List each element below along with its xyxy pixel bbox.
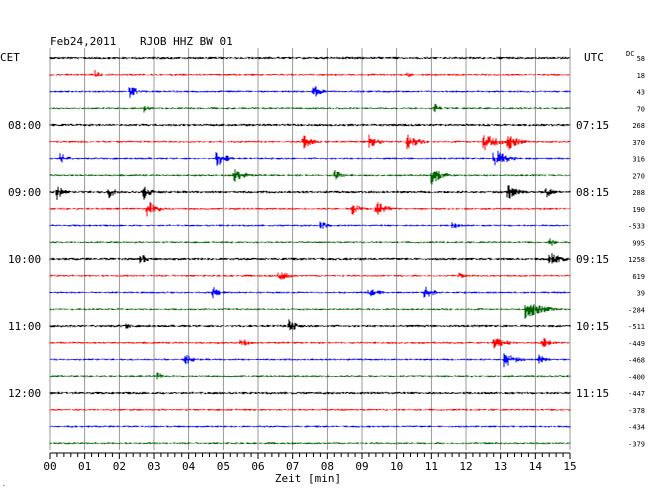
- right-time-label: 11:15: [576, 387, 609, 400]
- right-time-labels: 07:15 08:15 09:15 10:15 11:15: [576, 119, 609, 400]
- trace-row-15: [49, 304, 571, 319]
- x-tick-label: 13: [494, 460, 507, 473]
- right-time-label: 08:15: [576, 186, 609, 199]
- dc-offset-label: -378: [628, 407, 645, 415]
- trace-row-16: [49, 319, 571, 331]
- chart-station: RJOB HHZ BW 01: [140, 35, 233, 48]
- dc-label: DC: [626, 50, 634, 58]
- x-tick-label: 10: [390, 460, 403, 473]
- trace-row-0: [49, 56, 571, 60]
- right-time-label: 09:15: [576, 253, 609, 266]
- x-tick-label: 11: [425, 460, 438, 473]
- trace-row-2: [49, 86, 571, 98]
- trace-row-19: [49, 372, 571, 380]
- dc-offset-label: 370: [632, 139, 645, 147]
- trace-row-20: [49, 391, 571, 395]
- trace-row-9: [49, 202, 571, 217]
- trace-row-14: [49, 286, 571, 299]
- dc-offset-label: -449: [628, 340, 645, 348]
- x-tick-label: 09: [355, 460, 368, 473]
- trace-row-12: [49, 253, 571, 264]
- dc-offset-label: 58: [637, 55, 645, 63]
- left-time-label: 09:00: [8, 186, 41, 199]
- trace-row-18: [49, 353, 571, 368]
- right-time-label: 07:15: [576, 119, 609, 132]
- dc-offset-label: -400: [628, 373, 645, 381]
- trace-row-23: [49, 442, 571, 445]
- dc-offset-label: -533: [628, 223, 645, 231]
- dc-offset-label: -284: [628, 306, 645, 314]
- dc-offset-label: 1258: [628, 256, 645, 264]
- chart-date: Feb24,2011: [50, 35, 116, 48]
- trace-row-8: [49, 185, 571, 200]
- dc-offset-label: -434: [628, 424, 645, 432]
- x-axis: 00 01 02 03 04 05 06 07 08 09 10 11 12 13 14 15: [43, 452, 577, 473]
- trace-row-11: [49, 238, 571, 246]
- trace-row-17: [49, 338, 571, 349]
- right-timezone-label: UTC: [584, 51, 604, 64]
- left-time-label: 08:00: [8, 119, 41, 132]
- x-tick-label: 15: [563, 460, 576, 473]
- dc-offset-label: 270: [632, 172, 645, 180]
- x-axis-title: Zeit [min]: [275, 472, 341, 485]
- left-time-labels: 08:00 09:00 10:00 11:00 12:00: [8, 119, 41, 400]
- dc-offset-label: 268: [632, 122, 645, 130]
- x-tick-label: 07: [286, 460, 299, 473]
- dc-offset-label: 316: [632, 156, 645, 164]
- trace-row-13: [49, 272, 571, 280]
- dc-offset-label: 619: [632, 273, 645, 281]
- x-tick-label: 14: [529, 460, 543, 473]
- x-tick-label: 03: [147, 460, 160, 473]
- left-timezone-label: CET: [0, 51, 20, 64]
- corner-mark: .: [2, 481, 6, 488]
- dc-offset-label: -511: [628, 323, 645, 331]
- x-tick-label: 02: [113, 460, 126, 473]
- x-tick-label: 01: [78, 460, 91, 473]
- trace-row-7: [49, 169, 571, 185]
- trace-row-21: [49, 408, 571, 411]
- dc-offset-label: -379: [628, 440, 645, 448]
- dc-offset-label: 18: [637, 72, 645, 80]
- dc-offset-label: 43: [637, 89, 645, 97]
- left-time-label: 10:00: [8, 253, 41, 266]
- trace-row-1: [49, 70, 571, 78]
- trace-row-22: [49, 425, 571, 428]
- right-time-label: 10:15: [576, 320, 609, 333]
- dc-offset-label: -468: [628, 357, 645, 365]
- left-time-label: 11:00: [8, 320, 41, 333]
- left-time-label: 12:00: [8, 387, 41, 400]
- minute-gridlines: [49, 48, 571, 450]
- trace-row-3: [49, 103, 571, 113]
- x-tick-label: 12: [459, 460, 472, 473]
- trace-lines: [49, 56, 571, 445]
- trace-row-4: [49, 123, 571, 127]
- x-tick-label: 06: [251, 460, 264, 473]
- trace-row-10: [49, 221, 571, 229]
- trace-row-6: [49, 150, 571, 166]
- dc-offset-label: 288: [632, 189, 645, 197]
- dc-offset-label: 39: [637, 290, 645, 298]
- dc-offset-labels: 58 18 43 70 268 370 316 270 288 190 -533 995 1258 619…: [628, 55, 645, 448]
- x-tick-label: 05: [217, 460, 230, 473]
- dc-offset-label: 70: [637, 105, 645, 113]
- dc-offset-label: -447: [628, 390, 645, 398]
- dc-offset-label: 190: [632, 206, 645, 214]
- x-tick-label: 08: [321, 460, 334, 473]
- x-tick-label: 00: [43, 460, 56, 473]
- trace-row-5: [49, 134, 571, 150]
- dc-offset-label: 995: [632, 239, 645, 247]
- x-tick-label: 04: [182, 460, 196, 473]
